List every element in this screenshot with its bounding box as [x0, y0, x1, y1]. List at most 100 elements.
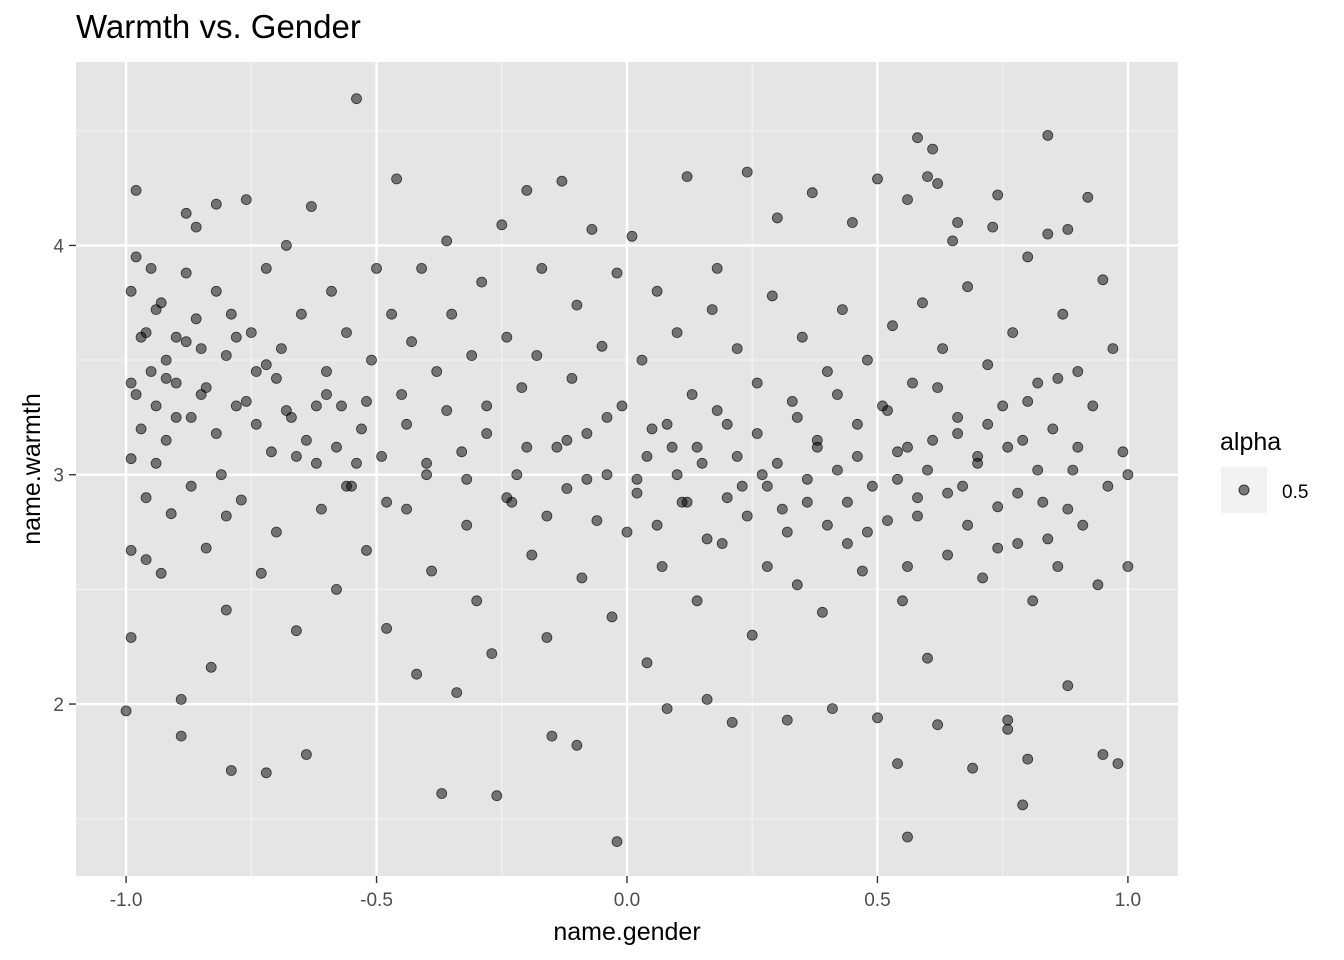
data-point — [461, 473, 473, 485]
data-point — [922, 464, 933, 476]
data-point — [426, 565, 438, 577]
data-point — [401, 503, 413, 515]
data-point — [250, 418, 262, 430]
data-point — [927, 434, 938, 446]
data-point — [771, 212, 783, 224]
data-point — [571, 299, 583, 311]
data-point — [862, 526, 873, 538]
data-point — [827, 703, 838, 714]
data-point — [260, 767, 272, 779]
data-point — [1077, 519, 1089, 531]
data-point — [601, 411, 613, 423]
data-point — [260, 359, 272, 371]
data-point — [696, 457, 708, 469]
data-point — [922, 171, 933, 183]
data-point — [125, 453, 137, 465]
data-point — [806, 187, 818, 199]
data-point — [641, 657, 653, 669]
data-point — [952, 411, 963, 423]
data-point — [952, 428, 963, 439]
data-point — [270, 372, 282, 384]
data-point — [992, 542, 1004, 554]
data-point — [310, 400, 322, 412]
data-point — [180, 207, 192, 219]
data-point — [701, 694, 713, 705]
data-point — [731, 450, 743, 462]
data-point — [1032, 377, 1044, 389]
data-point — [611, 267, 623, 279]
data-point — [741, 510, 753, 522]
x-tick-label: 1.0 — [1115, 890, 1141, 911]
data-point — [150, 304, 162, 316]
data-point — [1017, 799, 1029, 811]
data-point — [140, 327, 152, 339]
data-point — [381, 623, 393, 634]
data-point — [842, 496, 853, 508]
y-tick-label: 2 — [53, 695, 64, 716]
data-point — [195, 343, 207, 355]
data-point — [511, 469, 523, 481]
data-point — [862, 354, 873, 366]
data-point — [486, 648, 498, 659]
data-point — [922, 652, 933, 664]
x-tick-label: 0.5 — [864, 890, 890, 911]
data-point — [987, 221, 999, 233]
data-point — [1002, 714, 1014, 726]
data-point — [130, 184, 142, 196]
data-point — [265, 446, 277, 458]
data-point — [1027, 595, 1039, 607]
data-point — [200, 382, 212, 394]
data-point — [546, 730, 558, 742]
data-point — [947, 235, 958, 247]
data-point — [255, 567, 267, 579]
data-point — [832, 464, 843, 476]
data-point — [290, 625, 302, 637]
data-point — [771, 457, 783, 469]
data-point — [912, 510, 923, 522]
data-point — [416, 262, 428, 274]
data-point — [967, 762, 978, 774]
data-point — [1042, 533, 1054, 545]
data-point — [997, 400, 1009, 412]
data-point — [962, 281, 973, 293]
data-point — [972, 450, 983, 462]
data-point — [1097, 274, 1109, 286]
data-point — [411, 668, 423, 680]
data-point — [912, 132, 923, 144]
data-point — [150, 457, 162, 469]
legend-label: 0.5 — [1282, 482, 1308, 503]
data-point — [781, 714, 793, 726]
data-point — [892, 473, 903, 485]
data-point — [496, 219, 508, 231]
data-point — [566, 372, 578, 384]
data-point — [902, 194, 913, 206]
data-point — [1062, 223, 1074, 235]
data-point — [646, 423, 658, 435]
data-point — [902, 441, 913, 453]
data-point — [135, 423, 147, 435]
data-point — [952, 217, 963, 228]
data-point — [481, 428, 493, 439]
grid-major — [76, 62, 1178, 876]
data-point — [235, 494, 247, 506]
data-point — [220, 604, 232, 616]
legend-title: alpha — [1220, 428, 1281, 456]
data-point — [571, 739, 583, 751]
data-point — [907, 377, 918, 389]
data-point — [406, 336, 418, 348]
data-point — [210, 285, 222, 297]
data-point — [837, 304, 848, 316]
data-point — [962, 519, 973, 531]
data-point — [832, 389, 843, 400]
data-point — [661, 418, 673, 430]
data-point — [305, 201, 317, 212]
data-point — [210, 428, 222, 439]
data-point — [786, 395, 798, 407]
data-point — [631, 487, 643, 499]
data-point — [1012, 487, 1024, 499]
data-point — [1002, 441, 1014, 453]
data-point — [1107, 343, 1119, 355]
data-point — [531, 350, 543, 361]
data-point — [756, 469, 768, 481]
data-point — [270, 526, 282, 538]
